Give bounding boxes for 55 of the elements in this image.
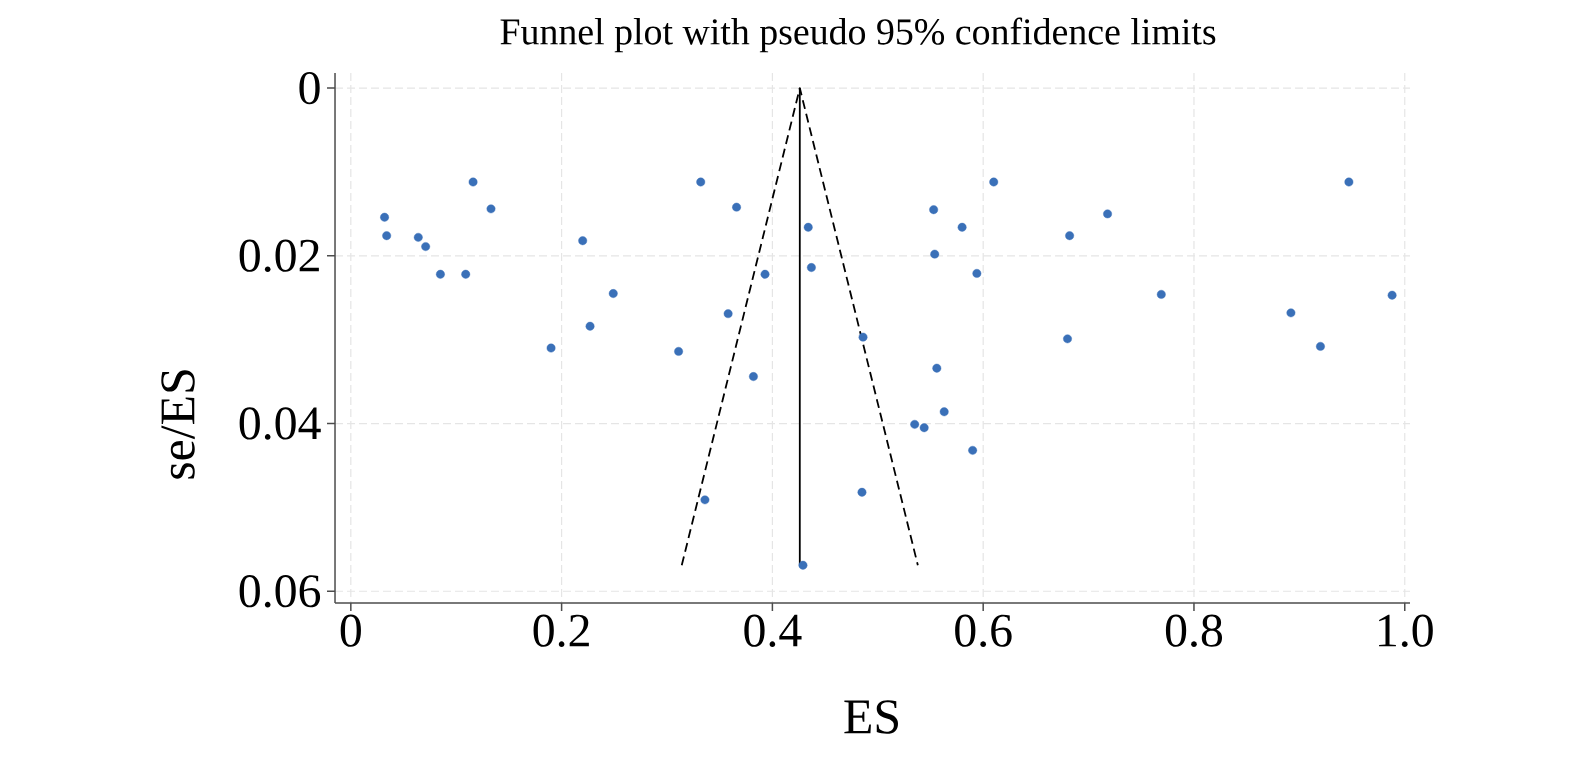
point [585,321,595,331]
point [486,204,496,214]
point [413,232,423,242]
point [972,269,982,278]
x-tick-label: 0 [340,614,361,647]
point [1103,209,1112,219]
point [806,263,816,272]
x-axis-title: ES [844,700,898,734]
point [546,343,556,353]
x-tick-label: 0.8 [1165,614,1223,647]
y-tick-label: 0.02 [239,239,319,273]
y-axis-title: se/ES [161,370,195,479]
y-tick-label: 0.04 [239,407,321,440]
point [1316,341,1325,351]
point [1063,334,1072,344]
point [578,236,588,246]
point [723,309,733,319]
x-tick-label: 0.4 [744,614,802,647]
point [760,269,770,279]
point [732,202,741,212]
y-tick-label: 0 [299,71,320,105]
point [1065,231,1074,241]
point [749,372,758,381]
point [910,419,920,429]
point [939,407,949,417]
point [929,205,939,215]
point [380,212,389,222]
chart-title: Funnel plot with pseudo 95% confidence limits [500,17,1216,53]
x-tick-label: 1.0 [1379,614,1433,647]
point [919,423,929,433]
point [1156,289,1166,299]
point [932,363,942,373]
point [608,289,618,298]
point [674,347,683,356]
point [1286,308,1296,318]
point [930,249,940,259]
point [989,177,999,187]
point [1344,177,1354,187]
x-tick-label: 0.6 [955,614,1012,647]
point [436,269,445,279]
point [957,222,967,232]
point [1387,290,1397,300]
x-tick-label: 0.2 [533,614,589,647]
point [468,177,478,187]
point [798,560,808,570]
point [696,177,706,187]
point [421,242,431,251]
point [803,222,813,232]
point [700,495,710,505]
point [858,332,868,342]
point [968,445,978,455]
point [461,269,471,279]
point [382,231,392,241]
point [857,487,867,497]
y-tick-label: 0.06 [239,575,321,608]
